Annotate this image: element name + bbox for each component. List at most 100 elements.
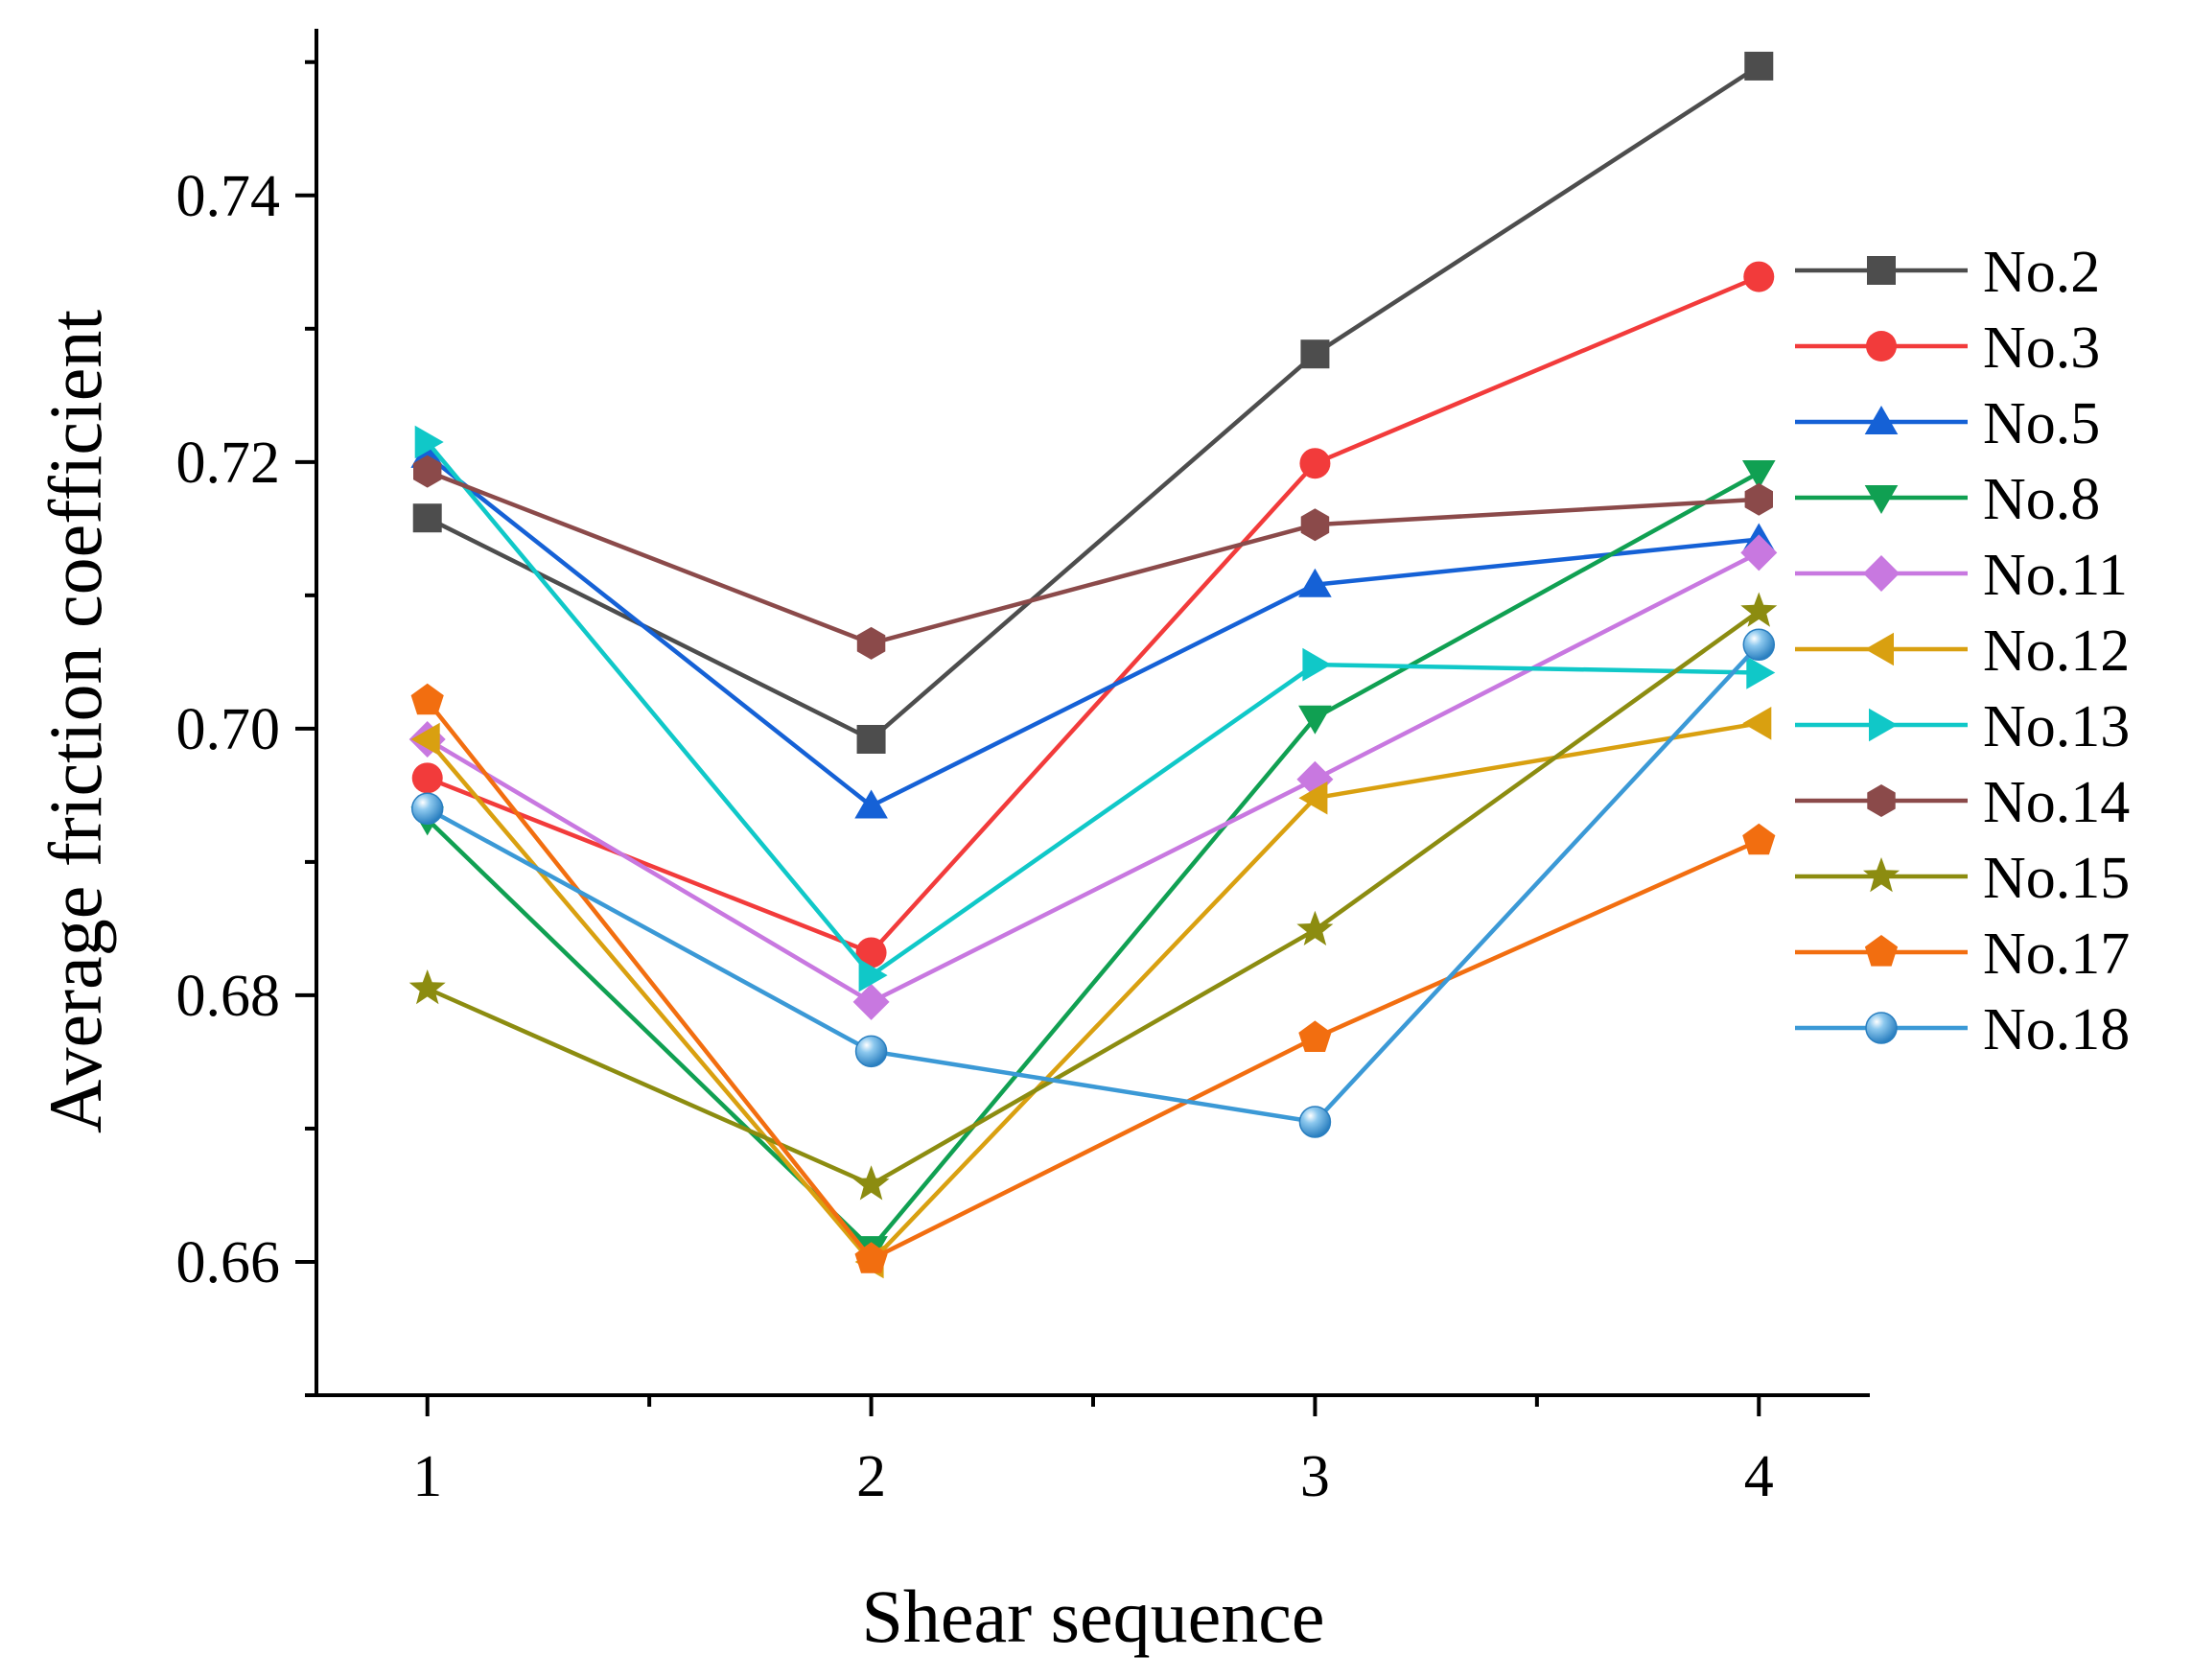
legend-label: No.14: [1983, 770, 2130, 835]
data-point: [856, 626, 886, 660]
series-line: [426, 642, 1761, 1125]
legend: No.2 No.3 No.5 No.8 No.11 No.12 No.13 No.14 No.1…: [1795, 240, 2130, 1062]
legend-entry: No.12: [1795, 618, 2130, 684]
x-tick-label: 3: [1300, 1444, 1330, 1509]
axes: 0.66 0.68 0.70 0.72 0.74 1 2 3 4 Shear sequence…: [34, 29, 1870, 1658]
series-line: [426, 469, 1760, 646]
data-point: [1742, 823, 1776, 855]
legend-label: No.13: [1983, 694, 2130, 759]
legend-label: No.5: [1983, 391, 2100, 456]
series-no15: [408, 592, 1778, 1201]
legend-entry: No.15: [1795, 846, 2130, 911]
legend-entry: No.2: [1795, 240, 2100, 305]
y-tick-label: 0.66: [176, 1230, 281, 1295]
legend-marker: [1865, 1012, 1898, 1044]
data-point: [1742, 707, 1772, 740]
legend-marker: [1863, 857, 1900, 893]
legend-entry: No.17: [1795, 922, 2130, 987]
legend-entry: No.3: [1795, 315, 2100, 381]
data-point: [1298, 1106, 1332, 1138]
y-axis-title: Average friction coefficient: [34, 310, 117, 1133]
legend-label: No.18: [1983, 997, 2130, 1062]
legend-label: No.3: [1983, 315, 2100, 381]
data-point: [856, 725, 886, 754]
legend-label: No.12: [1983, 618, 2130, 684]
data-point: [408, 969, 446, 1005]
legend-label: No.11: [1983, 543, 2128, 608]
data-point: [1300, 508, 1330, 542]
series-line: [426, 471, 1761, 1251]
data-point: [852, 1165, 890, 1201]
data-point: [414, 425, 444, 459]
series-line: [426, 274, 1761, 955]
series-no8: [410, 460, 1776, 1266]
data-point: [1298, 1020, 1332, 1052]
legend-marker: [1865, 632, 1894, 666]
data-point: [1302, 647, 1332, 682]
data-point: [1298, 568, 1332, 597]
data-point: [854, 789, 888, 819]
series-no13: [414, 425, 1776, 992]
data-point: [410, 722, 440, 757]
data-point: [1740, 534, 1778, 572]
data-point: [411, 762, 443, 794]
data-point: [854, 1035, 888, 1068]
series-no14: [413, 455, 1773, 660]
series-no11: [408, 534, 1778, 1020]
data-point: [410, 792, 444, 826]
legend-entry: No.13: [1795, 694, 2130, 759]
data-point: [1743, 261, 1775, 292]
data-point: [858, 958, 888, 992]
x-tick-label: 1: [412, 1444, 442, 1509]
series-no17: [410, 683, 1776, 1273]
data-point: [1298, 781, 1328, 815]
data-point: [854, 1242, 888, 1273]
x-axis-ticks: 1 2 3 4: [412, 1395, 1774, 1509]
series-no5: [410, 438, 1776, 819]
series-line: [426, 609, 1761, 1187]
legend-label: No.15: [1983, 846, 2130, 911]
series-line: [425, 721, 1760, 1265]
series-line: [425, 440, 1760, 978]
data-point: [852, 983, 890, 1020]
legend-entry: No.18: [1795, 997, 2130, 1062]
legend-marker: [1867, 784, 1896, 817]
data-point: [412, 503, 442, 533]
y-tick-label: 0.70: [176, 697, 281, 762]
data-point: [413, 455, 442, 488]
plot-area: [408, 51, 1778, 1279]
y-axis-ticks: 0.66 0.68 0.70 0.72 0.74: [176, 59, 316, 1397]
legend-marker: [1869, 708, 1898, 742]
series-no3: [411, 261, 1775, 968]
legend-label: No.8: [1983, 467, 2100, 532]
data-point: [1296, 910, 1334, 945]
legend-marker: [1863, 555, 1900, 592]
data-point: [1298, 705, 1332, 735]
data-point: [1742, 628, 1776, 662]
data-point: [1744, 51, 1774, 81]
legend-marker: [1866, 331, 1897, 362]
data-point: [1744, 482, 1773, 516]
x-axis-title: Shear sequence: [862, 1575, 1325, 1658]
data-point: [1742, 460, 1776, 489]
legend-marker: [1864, 935, 1899, 967]
legend-entry: No.11: [1795, 543, 2128, 608]
data-point: [1299, 448, 1331, 479]
data-point: [855, 937, 887, 968]
legend-entry: No.14: [1795, 770, 2130, 835]
legend-entry: No.8: [1795, 467, 2100, 532]
y-tick-label: 0.72: [176, 431, 281, 496]
series-line: [426, 454, 1760, 808]
data-point: [410, 683, 444, 715]
series-line: [426, 550, 1761, 1005]
series-line: [426, 64, 1761, 742]
legend-label: No.17: [1983, 922, 2130, 987]
data-point: [1740, 592, 1778, 627]
x-tick-label: 4: [1744, 1444, 1774, 1509]
data-point: [1746, 656, 1776, 689]
y-tick-label: 0.74: [176, 164, 281, 229]
series-line: [425, 699, 1761, 1262]
series-no18: [410, 628, 1776, 1138]
series-no12: [410, 707, 1772, 1279]
